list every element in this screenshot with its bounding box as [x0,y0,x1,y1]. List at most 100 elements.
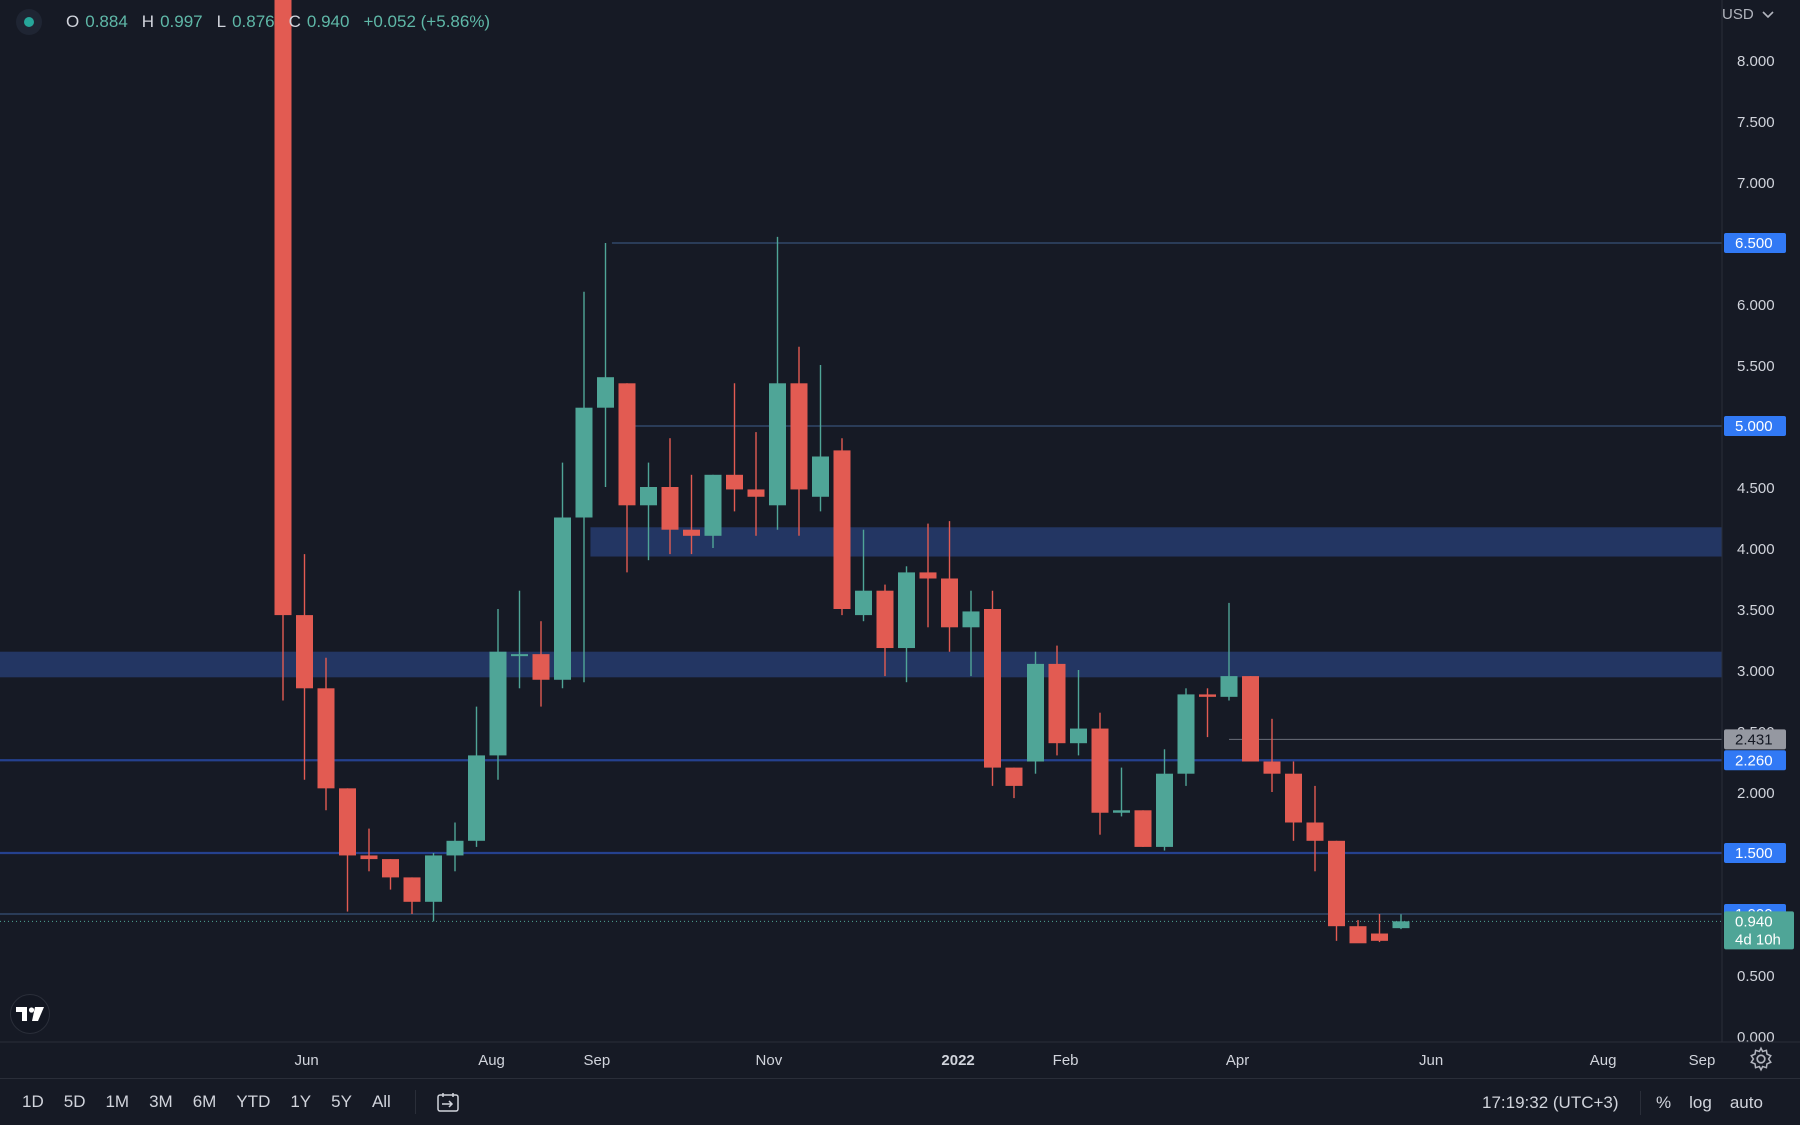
time-tick-label: Jun [295,1052,319,1069]
candle-body[interactable] [1371,933,1388,941]
price-tick-label: 5.500 [1737,358,1775,375]
gear-icon[interactable] [1748,1046,1774,1072]
price-tick-label: 6.000 [1737,297,1775,314]
candle-body[interactable] [876,590,894,649]
candle-body[interactable] [962,611,980,628]
price-tick-label: 3.500 [1737,602,1775,619]
candle-body[interactable] [1134,810,1152,847]
candle-body[interactable] [1177,694,1195,774]
candlestick-chart[interactable]: 0.0000.5001.0001.5002.0002.5003.0003.500… [0,0,1800,1078]
candle-body[interactable] [618,383,636,506]
candle-body[interactable] [704,474,722,536]
level-price-tag: 2.431 [1735,731,1773,748]
candle-body[interactable] [661,487,679,530]
candle-body[interactable] [855,590,872,616]
log-toggle[interactable]: log [1689,1092,1712,1112]
range-1d-button[interactable]: 1D [22,1092,44,1111]
candle-body[interactable] [575,407,593,518]
candle-body[interactable] [941,578,958,628]
candle-body[interactable] [683,529,700,536]
candle-body[interactable] [274,0,292,616]
candle-body[interactable] [919,572,937,579]
candle-body[interactable] [1285,773,1302,823]
price-tick-label: 4.500 [1737,480,1775,497]
candle-body[interactable] [984,609,1001,768]
candle-body[interactable] [468,755,485,841]
time-tick-label: Jun [1419,1052,1443,1069]
candle-body[interactable] [446,840,464,856]
candle-body[interactable] [382,859,399,878]
currency-selector[interactable]: USD [1722,6,1774,23]
candle-body[interactable] [1392,921,1410,929]
candle-body[interactable] [1091,728,1109,813]
candle-body[interactable] [1328,840,1345,927]
time-tick-label: Sep [584,1052,611,1069]
candle-body[interactable] [296,615,313,689]
time-tick-label: Nov [756,1052,783,1069]
candle-body[interactable] [1349,926,1367,944]
candle-body[interactable] [1113,810,1130,813]
support-resistance-zone [0,651,1722,678]
candle-body[interactable] [726,474,743,490]
range-6m-button[interactable]: 6M [192,1092,217,1111]
candle-body[interactable] [833,450,851,609]
range-ytd-button[interactable]: YTD [236,1092,271,1111]
change-value: +0.052 (+5.86%) [363,12,491,31]
price-tick-label: 3.000 [1737,663,1775,680]
bottom-toolbar: 1D 5D 1M 3M 6M YTD 1Y 5Y All 17:19:32 (U… [0,1078,1800,1125]
price-axis[interactable] [1722,0,1800,1078]
percent-toggle[interactable]: % [1656,1092,1672,1112]
candle-body[interactable] [597,377,614,408]
candle-body[interactable] [1156,773,1173,847]
range-1y-button[interactable]: 1Y [290,1092,312,1111]
candle-body[interactable] [425,855,442,902]
tradingview-logo-icon[interactable] [10,994,50,1034]
calendar-goto-icon[interactable] [430,1084,466,1120]
time-tick-label: Sep [1689,1052,1716,1069]
candle-body[interactable] [1070,728,1087,744]
price-tick-label: 0.500 [1737,968,1775,985]
status-dot-icon[interactable] [16,9,42,35]
clock-time[interactable]: 17:19:32 (UTC+3) [1482,1093,1619,1112]
range-3m-button[interactable]: 3M [149,1092,173,1111]
candle-body[interactable] [898,572,915,649]
candle-body[interactable] [640,487,657,506]
close-label: C [288,12,301,31]
high-label: H [141,12,155,31]
candle-body[interactable] [769,383,786,506]
candle-body[interactable] [360,855,378,860]
toolbar-divider-right [1640,1090,1641,1115]
candle-body[interactable] [1220,676,1238,697]
time-tick-label: Feb [1053,1052,1079,1069]
open-label: O [66,12,80,31]
level-price-tag: 1.500 [1735,845,1773,862]
candle-body[interactable] [1306,822,1324,841]
range-5y-button[interactable]: 5Y [331,1092,352,1111]
range-1m-button[interactable]: 1M [105,1092,130,1111]
level-price-tag-bg [1724,729,1786,750]
candle-body[interactable] [1027,663,1044,762]
candle-body[interactable] [747,489,765,497]
candle-body[interactable] [790,383,808,490]
candle-body[interactable] [489,651,507,756]
last-price-tag: 0.940 [1735,913,1773,930]
candle-body[interactable] [511,654,528,657]
candle-body[interactable] [1005,767,1023,786]
candle-body[interactable] [1048,663,1066,744]
auto-toggle[interactable]: auto [1729,1092,1763,1112]
candle-body[interactable] [812,456,829,497]
candle-body[interactable] [1263,761,1281,774]
range-5d-button[interactable]: 5D [63,1092,86,1111]
candle-body[interactable] [403,877,421,902]
candle-body[interactable] [317,688,335,789]
level-price-tag-bg [1724,750,1786,771]
price-tick-label: 2.000 [1737,785,1775,802]
candle-body[interactable] [1199,694,1216,697]
time-tick-label: 2022 [941,1052,974,1069]
candle-body[interactable] [554,517,571,680]
candle-body[interactable] [532,654,550,680]
candle-body[interactable] [339,788,356,856]
range-all-button[interactable]: All [371,1092,391,1111]
candle-body[interactable] [1242,676,1259,762]
